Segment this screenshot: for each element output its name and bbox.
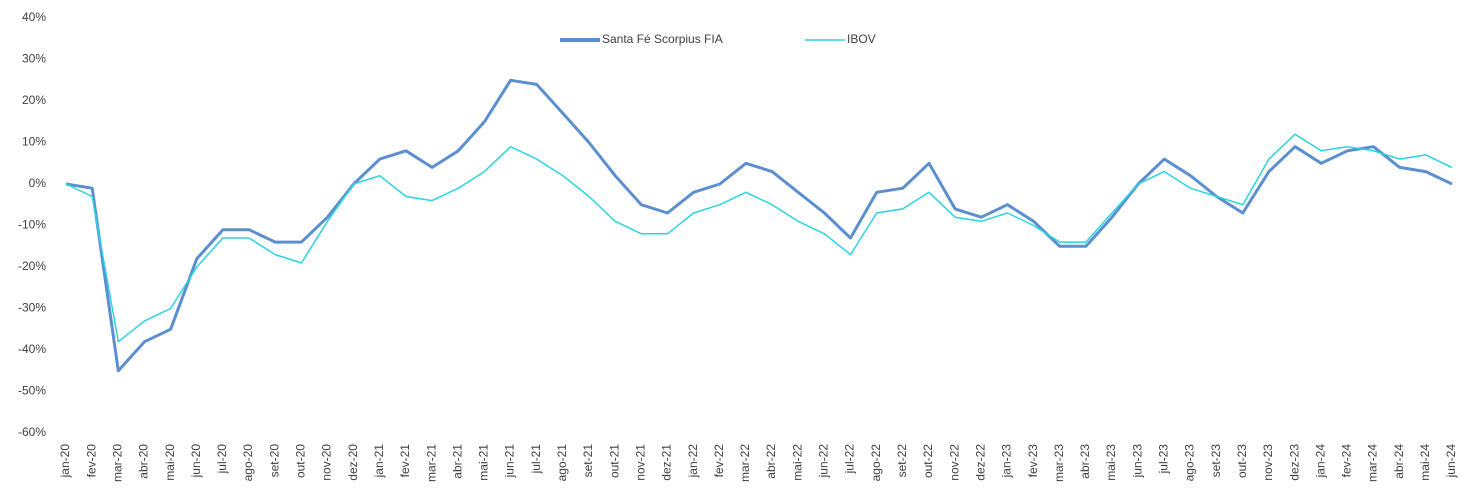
x-tick-label: out-22 <box>921 444 935 478</box>
x-tick-label: set-21 <box>581 444 595 478</box>
x-tick-label: dez-21 <box>660 444 674 481</box>
y-tick-label: -50% <box>18 384 46 398</box>
x-tick-label: abr-22 <box>764 444 778 479</box>
x-tick-label: mar-23 <box>1052 444 1066 482</box>
x-tick-label: jan-20 <box>58 444 72 479</box>
x-tick-label: nov-21 <box>633 444 647 481</box>
x-tick-label: dez-23 <box>1287 444 1301 481</box>
x-tick-label: fev-21 <box>398 444 412 478</box>
x-tick-label: jul-23 <box>1157 444 1171 475</box>
x-tick-label: out-20 <box>294 444 308 478</box>
x-tick-label: ago-20 <box>241 444 255 482</box>
y-tick-label: 40% <box>22 10 46 24</box>
y-tick-label: -10% <box>18 218 46 232</box>
x-tick-label: mai-23 <box>1104 444 1118 481</box>
x-tick-label: jan-21 <box>372 444 386 479</box>
x-tick-label: set-22 <box>895 444 909 478</box>
x-tick-label: abr-23 <box>1078 444 1092 479</box>
x-tick-label: fev-23 <box>1026 444 1040 478</box>
y-tick-label: -40% <box>18 342 46 356</box>
x-tick-label: fev-24 <box>1340 444 1354 478</box>
line-series <box>65 133 1453 343</box>
x-tick-label: abr-24 <box>1392 444 1406 479</box>
x-tick-label: abr-21 <box>450 444 464 479</box>
x-tick-label: jun-24 <box>1444 444 1458 479</box>
x-tick-label: ago-22 <box>869 444 883 482</box>
x-tick-label: jun-20 <box>189 444 203 479</box>
x-tick-label: jul-22 <box>843 444 857 475</box>
y-tick-label: 20% <box>22 93 46 107</box>
x-tick-label: jul-21 <box>529 444 543 475</box>
x-tick-label: jan-23 <box>1000 444 1014 479</box>
y-tick-label: 30% <box>22 52 46 66</box>
x-tick-label: nov-22 <box>947 444 961 481</box>
x-tick-label: jun-23 <box>1130 444 1144 479</box>
y-tick-label: -30% <box>18 301 46 315</box>
y-tick-label: -20% <box>18 259 46 273</box>
x-tick-label: fev-20 <box>84 444 98 478</box>
x-tick-label: nov-20 <box>320 444 334 481</box>
x-tick-label: mai-22 <box>790 444 804 481</box>
x-tick-label: dez-22 <box>973 444 987 481</box>
legend-label: Santa Fé Scorpius FIA <box>602 32 723 46</box>
x-tick-label: set-20 <box>267 444 281 478</box>
x-tick-label: mar-24 <box>1366 444 1380 482</box>
x-tick-label: dez-20 <box>346 444 360 481</box>
x-tick-label: ago-21 <box>555 444 569 482</box>
y-tick-label: 0% <box>29 176 47 190</box>
x-tick-label: jun-21 <box>503 444 517 479</box>
x-tick-label: nov-23 <box>1261 444 1275 481</box>
x-tick-label: fev-22 <box>712 444 726 478</box>
x-tick-label: jun-22 <box>817 444 831 479</box>
line-series <box>65 78 1453 373</box>
x-tick-label: mai-24 <box>1418 444 1432 481</box>
x-tick-label: mai-20 <box>163 444 177 481</box>
x-tick-label: mai-21 <box>477 444 491 481</box>
x-tick-label: out-23 <box>1235 444 1249 478</box>
x-tick-label: ago-23 <box>1183 444 1197 482</box>
x-tick-label: set-23 <box>1209 444 1223 478</box>
x-tick-label: jan-22 <box>686 444 700 479</box>
x-tick-label: mar-21 <box>424 444 438 482</box>
x-tick-label: mar-20 <box>110 444 124 482</box>
x-tick-label: jul-20 <box>215 444 229 475</box>
y-tick-label: -60% <box>18 425 46 439</box>
x-tick-label: jan-24 <box>1313 444 1327 479</box>
y-tick-label: 10% <box>22 135 46 149</box>
x-tick-label: abr-20 <box>137 444 151 479</box>
legend-label: IBOV <box>847 32 876 46</box>
x-tick-label: mar-22 <box>738 444 752 482</box>
x-tick-label: out-21 <box>607 444 621 478</box>
